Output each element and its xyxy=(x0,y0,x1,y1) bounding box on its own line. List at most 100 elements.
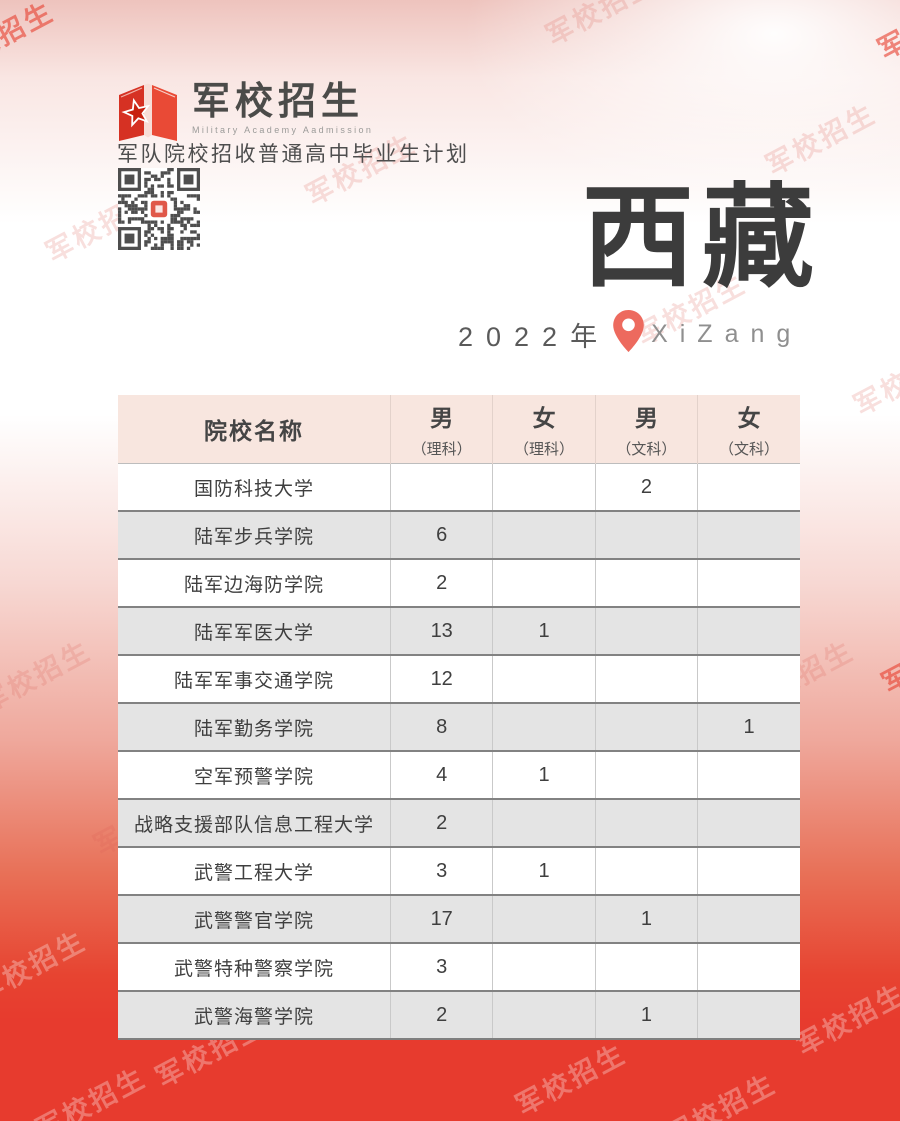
table-row: 陆军边海防学院 2 xyxy=(118,558,800,607)
table-row: 武警警官学院 17 1 xyxy=(118,894,800,943)
table-row: 战略支援部队信息工程大学 2 xyxy=(118,798,800,847)
watermark-text: 军校招生 xyxy=(511,1038,632,1121)
value-cell: 12 xyxy=(389,654,493,703)
watermark-text: 军校招生 xyxy=(31,1062,152,1121)
value-cell: 8 xyxy=(389,702,493,751)
watermark-text: 军校招生 xyxy=(0,635,97,719)
value-cell xyxy=(594,798,698,847)
watermark-text: 军校招生 xyxy=(661,1068,782,1121)
watermark-text: 军校招生 xyxy=(0,925,92,1009)
value-cell xyxy=(389,463,493,511)
value-cell xyxy=(594,750,698,799)
tagline: 军队院校招收普通高中毕业生计划 xyxy=(117,143,470,166)
table-row: 国防科技大学 2 xyxy=(118,463,800,511)
table-row: 武警海警学院 2 1 xyxy=(118,990,800,1039)
value-cell xyxy=(697,894,800,943)
col-header-female-lib: 女 （文科） xyxy=(697,395,800,464)
col-header-school: 院校名称 xyxy=(118,395,391,464)
province-pinyin: XiZang xyxy=(651,319,803,348)
table-header: 院校名称 男 （理科） 女 （理科） 男 （文科） 女 （文科） xyxy=(118,395,800,464)
value-cell xyxy=(697,558,800,607)
table-row: 陆军勤务学院 8 1 xyxy=(118,702,800,751)
year-label: 2022年 xyxy=(458,321,611,352)
value-cell: 1 xyxy=(492,750,596,799)
value-cell xyxy=(697,990,800,1039)
value-cell xyxy=(697,654,800,703)
value-cell: 2 xyxy=(389,798,493,847)
location-pin-icon xyxy=(613,309,644,353)
value-cell xyxy=(697,606,800,655)
col-header-male-sci: 男 （理科） xyxy=(389,395,493,464)
school-name-cell: 武警海警学院 xyxy=(118,990,391,1039)
value-cell: 2 xyxy=(594,463,698,511)
value-cell: 17 xyxy=(389,894,493,943)
school-header-label: 院校名称 xyxy=(204,418,304,444)
value-cell xyxy=(492,702,596,751)
watermark-text: 军校招生 xyxy=(849,338,900,422)
value-cell: 1 xyxy=(697,702,800,751)
value-cell: 1 xyxy=(594,990,698,1039)
logo-book-star-icon xyxy=(119,83,177,141)
admission-table: 院校名称 男 （理科） 女 （理科） 男 （文科） 女 （文科） xyxy=(118,395,800,1040)
value-cell xyxy=(697,846,800,895)
school-name-cell: 武警特种警察学院 xyxy=(118,942,391,991)
watermark-text: 军校招生 xyxy=(877,616,900,700)
value-cell xyxy=(697,750,800,799)
province-title: 西藏 xyxy=(582,172,822,303)
watermark-text: 军校招生 xyxy=(761,98,882,182)
value-cell xyxy=(697,510,800,559)
value-cell xyxy=(594,558,698,607)
track-label: （文科） xyxy=(719,440,780,458)
value-cell: 4 xyxy=(389,750,493,799)
value-cell: 2 xyxy=(389,990,493,1039)
gender-label: 女 xyxy=(532,405,556,431)
gender-label: 女 xyxy=(737,405,761,431)
value-cell: 1 xyxy=(492,846,596,895)
watermark-text: 军校招生 xyxy=(0,0,60,80)
track-label: （理科） xyxy=(514,440,575,458)
table-row: 陆军军事交通学院 12 xyxy=(118,654,800,703)
value-cell xyxy=(492,990,596,1039)
school-name-cell: 陆军边海防学院 xyxy=(118,558,391,607)
title-subrow: 2022年 XiZang xyxy=(458,309,808,358)
value-cell: 1 xyxy=(594,894,698,943)
school-name-cell: 武警警官学院 xyxy=(118,894,391,943)
table-row: 陆军军医大学 13 1 xyxy=(118,606,800,655)
value-cell xyxy=(697,798,800,847)
school-name-cell: 陆军步兵学院 xyxy=(118,510,391,559)
track-label: （理科） xyxy=(411,440,472,458)
value-cell xyxy=(594,606,698,655)
school-name-cell: 国防科技大学 xyxy=(118,463,391,511)
value-cell xyxy=(492,463,596,511)
value-cell: 3 xyxy=(389,846,493,895)
gender-label: 男 xyxy=(634,405,658,431)
value-cell: 1 xyxy=(492,606,596,655)
value-cell xyxy=(492,654,596,703)
header-row: 院校名称 男 （理科） 女 （理科） 男 （文科） 女 （文科） xyxy=(118,395,800,464)
qr-code-image xyxy=(118,168,200,250)
school-name-cell: 空军预警学院 xyxy=(118,750,391,799)
qr-code xyxy=(118,168,200,250)
value-cell: 3 xyxy=(389,942,493,991)
table-row: 武警特种警察学院 3 xyxy=(118,942,800,991)
brand-logo: 军校招生 Military Academy Aadmission xyxy=(116,81,374,142)
school-name-cell: 陆军勤务学院 xyxy=(118,702,391,751)
watermark-text: 军校招生 xyxy=(873,0,900,66)
logo-text-block: 军校招生 Military Academy Aadmission xyxy=(192,81,374,135)
value-cell xyxy=(492,894,596,943)
value-cell xyxy=(492,510,596,559)
watermark-text: 军校招生 xyxy=(541,0,662,52)
value-cell xyxy=(492,942,596,991)
gender-label: 男 xyxy=(430,405,454,431)
value-cell xyxy=(492,558,596,607)
value-cell xyxy=(594,510,698,559)
value-cell xyxy=(697,463,800,511)
school-name-cell: 武警工程大学 xyxy=(118,846,391,895)
col-header-female-sci: 女 （理科） xyxy=(492,395,596,464)
value-cell xyxy=(594,846,698,895)
value-cell: 6 xyxy=(389,510,493,559)
logo-subtitle: Military Academy Aadmission xyxy=(192,124,374,135)
col-header-male-lib: 男 （文科） xyxy=(594,395,698,464)
school-name-cell: 战略支援部队信息工程大学 xyxy=(118,798,391,847)
